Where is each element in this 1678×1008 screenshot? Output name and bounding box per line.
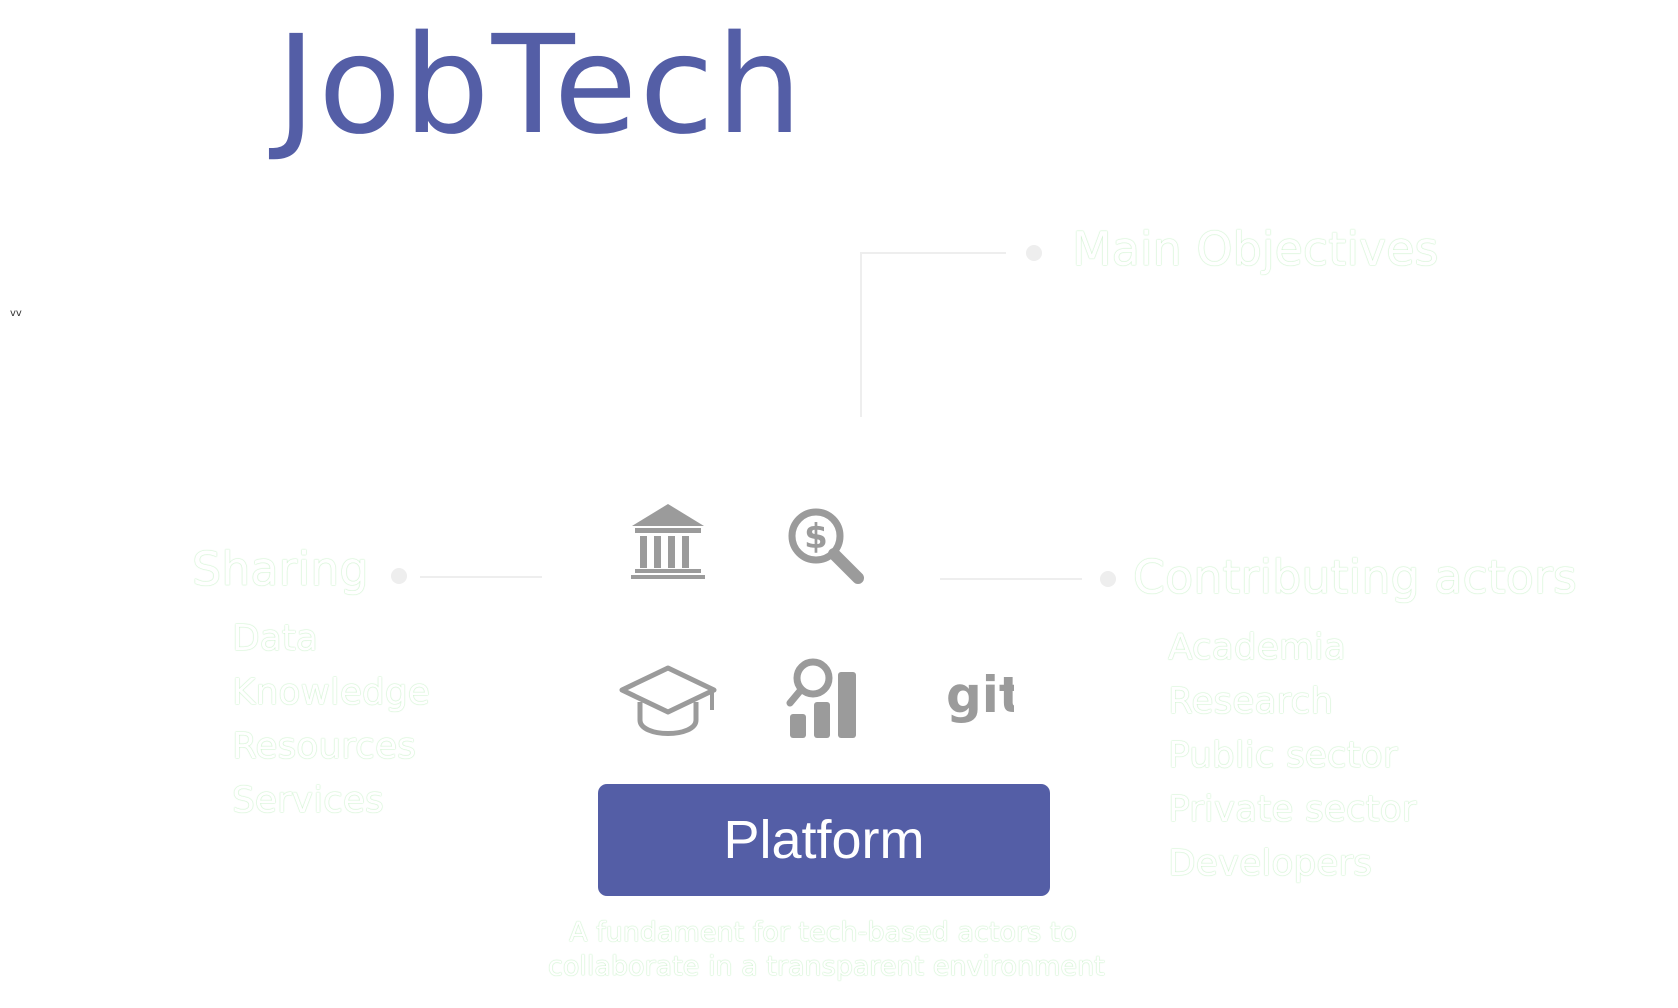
sharing-item: Services xyxy=(232,780,384,821)
sharing-connector xyxy=(420,576,542,578)
page-title: JobTech xyxy=(276,7,805,165)
sharing-item: Knowledge xyxy=(232,672,430,713)
sharing-heading: Sharing xyxy=(192,542,369,596)
contributing-item: Developers xyxy=(1168,843,1372,884)
stray-text: vv xyxy=(10,308,22,319)
svg-text:$: $ xyxy=(804,517,828,557)
contributing-item: Academia xyxy=(1168,627,1346,668)
objectives-dot xyxy=(1026,245,1042,261)
objectives-connector-horizontal xyxy=(860,252,1006,254)
objectives-connector-vertical xyxy=(860,252,862,417)
sharing-item: Data xyxy=(232,618,318,659)
contributing-connector xyxy=(940,578,1082,580)
contributing-item: Research xyxy=(1168,681,1334,722)
contributing-item: Private sector xyxy=(1168,789,1417,830)
graduation-cap-icon xyxy=(618,664,718,740)
sharing-item: Resources xyxy=(232,726,416,767)
platform-tagline-line: collaborate in a transparent environment xyxy=(548,951,1105,982)
sharing-list: Data Knowledge Resources Services xyxy=(232,612,430,828)
objectives-heading: Main Objectives xyxy=(1072,222,1439,276)
contributing-list: Academia Research Public sector Private … xyxy=(1168,621,1417,891)
svg-text:git: git xyxy=(946,666,1014,724)
contributing-dot xyxy=(1100,571,1116,587)
contributing-heading: Contributing actors xyxy=(1133,550,1577,604)
platform-tagline: A fundament for tech-based actors to col… xyxy=(548,916,1105,984)
user-analytics-icon xyxy=(786,656,862,740)
git-icon: git xyxy=(944,660,1014,732)
contributing-item: Public sector xyxy=(1168,735,1398,776)
sharing-dot xyxy=(391,568,407,584)
platform-button[interactable]: Platform xyxy=(598,784,1050,896)
bank-icon xyxy=(630,502,706,580)
money-search-icon: $ xyxy=(786,506,866,586)
platform-tagline-line: A fundament for tech-based actors to xyxy=(569,917,1077,948)
